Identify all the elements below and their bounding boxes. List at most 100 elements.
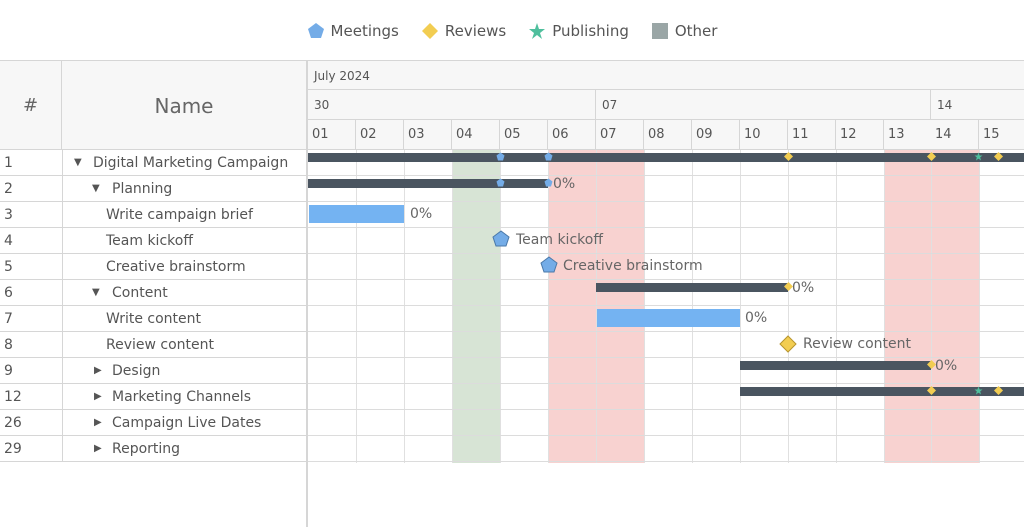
- collapse-arrow-icon[interactable]: ▼: [74, 157, 82, 168]
- progress-label: 0%: [745, 310, 768, 326]
- row-number: 2: [4, 181, 13, 197]
- diamond-icon: [994, 152, 1003, 161]
- milestone-label: Team kickoff: [516, 232, 603, 248]
- timeline: July 2024 30 07 14 01 02 03 04 05 06 07 …: [308, 60, 1024, 527]
- column-header-name[interactable]: Name: [154, 93, 214, 118]
- task-bar-write-campaign-brief[interactable]: [309, 205, 404, 223]
- expand-arrow-icon[interactable]: ▶: [94, 391, 102, 402]
- week-header: 14: [931, 90, 1024, 120]
- square-icon: [651, 23, 668, 39]
- task-name: Marketing Channels: [112, 389, 251, 405]
- legend-item-meetings[interactable]: Meetings: [307, 22, 399, 40]
- legend-label-meetings: Meetings: [330, 22, 399, 40]
- summary-bar-campaign[interactable]: [308, 153, 1024, 162]
- task-name: Review content: [106, 337, 215, 353]
- timeline-month-header: July 2024: [308, 60, 1024, 90]
- table-row[interactable]: 4 Team kickoff: [0, 228, 306, 254]
- progress-label: 0%: [410, 206, 433, 222]
- pentagon-icon: [307, 23, 324, 38]
- task-name: Digital Marketing Campaign: [93, 155, 289, 171]
- table-row[interactable]: 9 ▶ Design: [0, 358, 306, 384]
- row-number: 12: [4, 389, 22, 405]
- holiday-column: [452, 150, 500, 463]
- task-bar-write-content[interactable]: [597, 309, 740, 327]
- day-header: 06: [548, 120, 596, 150]
- table-row[interactable]: 6 ▼ Content: [0, 280, 306, 306]
- task-name: Campaign Live Dates: [112, 415, 262, 431]
- diamond-icon: [994, 386, 1003, 395]
- row-number: 1: [4, 155, 13, 171]
- diamond-icon: [784, 152, 793, 161]
- summary-bar-planning[interactable]: [308, 179, 548, 188]
- task-name: Design: [112, 363, 161, 379]
- day-header: 04: [452, 120, 500, 150]
- star-icon: [974, 386, 983, 395]
- row-number: 9: [4, 363, 13, 379]
- week-header: 07: [596, 90, 931, 120]
- row-number: 3: [4, 207, 13, 223]
- legend-item-publishing[interactable]: Publishing: [528, 22, 629, 40]
- data-grid-header: # Name: [0, 60, 306, 150]
- pentagon-icon: [496, 152, 505, 161]
- diamond-icon: [927, 360, 936, 369]
- pentagon-icon: [544, 152, 553, 161]
- row-number: 5: [4, 259, 13, 275]
- table-row[interactable]: 8 Review content: [0, 332, 306, 358]
- pentagon-icon[interactable]: [540, 256, 558, 274]
- table-row[interactable]: 5 Creative brainstorm: [0, 254, 306, 280]
- progress-label: 0%: [553, 176, 576, 192]
- day-header: 15: [979, 120, 1024, 150]
- progress-label: 0%: [935, 358, 958, 374]
- legend-item-reviews[interactable]: Reviews: [421, 22, 506, 40]
- legend-label-publishing: Publishing: [552, 22, 629, 40]
- milestone-label: Creative brainstorm: [563, 258, 703, 274]
- legend-item-other[interactable]: Other: [651, 22, 718, 40]
- legend-label-other: Other: [674, 22, 718, 40]
- pentagon-icon[interactable]: [492, 230, 510, 248]
- summary-bar-design[interactable]: [740, 361, 931, 370]
- data-grid: # Name 1 ▼ Digital Marketing Campaign 2 …: [0, 60, 308, 527]
- row-number: 4: [4, 233, 13, 249]
- expand-arrow-icon[interactable]: ▶: [94, 443, 102, 454]
- table-row[interactable]: 1 ▼ Digital Marketing Campaign: [0, 150, 306, 176]
- summary-bar-marketing-channels[interactable]: [740, 387, 1024, 396]
- table-row[interactable]: 26 ▶ Campaign Live Dates: [0, 410, 306, 436]
- gantt-chart: # Name 1 ▼ Digital Marketing Campaign 2 …: [0, 60, 1024, 527]
- pentagon-icon: [544, 178, 553, 187]
- month-label: July 2024: [314, 69, 370, 83]
- row-number: 26: [4, 415, 22, 431]
- diamond-icon: [784, 282, 793, 291]
- collapse-arrow-icon[interactable]: ▼: [92, 287, 100, 298]
- summary-bar-content[interactable]: [596, 283, 788, 292]
- day-header: 03: [404, 120, 452, 150]
- pentagon-icon: [496, 178, 505, 187]
- row-number: 29: [4, 441, 22, 457]
- day-header: 01: [308, 120, 356, 150]
- day-header: 13: [884, 120, 932, 150]
- row-number: 8: [4, 337, 13, 353]
- day-header: 11: [788, 120, 836, 150]
- collapse-arrow-icon[interactable]: ▼: [92, 183, 100, 194]
- milestone-label: Review content: [803, 336, 912, 352]
- diamond-icon: [927, 152, 936, 161]
- column-header-number[interactable]: #: [0, 61, 62, 150]
- expand-arrow-icon[interactable]: ▶: [94, 417, 102, 428]
- expand-arrow-icon[interactable]: ▶: [94, 365, 102, 376]
- task-name: Content: [112, 285, 168, 301]
- week-header: 30: [308, 90, 596, 120]
- row-number: 6: [4, 285, 13, 301]
- table-row[interactable]: 12 ▶ Marketing Channels: [0, 384, 306, 410]
- day-header: 05: [500, 120, 548, 150]
- task-name: Write content: [106, 311, 202, 327]
- day-header: 08: [644, 120, 692, 150]
- table-row[interactable]: 7 Write content: [0, 306, 306, 332]
- table-row[interactable]: 3 Write campaign brief: [0, 202, 306, 228]
- day-header: 07: [596, 120, 644, 150]
- table-row[interactable]: 29 ▶ Reporting: [0, 436, 306, 462]
- table-row[interactable]: 2 ▼ Planning: [0, 176, 306, 202]
- diamond-icon[interactable]: [779, 335, 797, 353]
- task-name: Creative brainstorm: [106, 259, 246, 275]
- task-name: Reporting: [112, 441, 181, 457]
- chart-legend: Meetings Reviews Publishing Other: [0, 0, 1024, 62]
- progress-label: 0%: [792, 280, 815, 296]
